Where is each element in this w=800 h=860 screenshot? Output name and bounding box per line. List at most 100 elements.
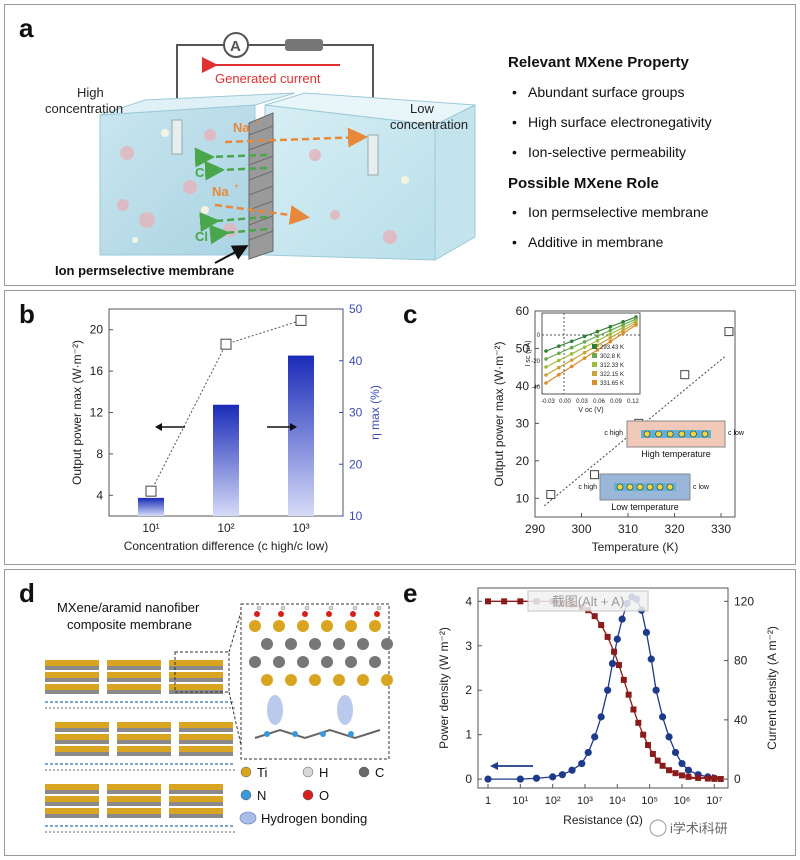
panel-label-e: e	[403, 578, 418, 608]
inset-x-label: V oc (V)	[578, 407, 603, 414]
atom-o	[278, 611, 284, 617]
mxene-layer-c	[55, 752, 109, 756]
inset-x-tick: 0.12	[627, 399, 639, 405]
inset-legend-swatch	[592, 380, 597, 385]
panel-label-c: c	[403, 299, 418, 329]
chart-c: 290 300 310 320 330 10 20 30 40 50 60 Temperature (…	[492, 304, 745, 554]
power-density-point	[658, 713, 667, 721]
atom-o	[302, 611, 308, 617]
inset-y-label: I sc (μA)	[525, 340, 532, 366]
inset-series-point	[557, 344, 561, 348]
power-density-point	[652, 686, 660, 694]
data-point	[680, 370, 690, 380]
power-point	[295, 314, 307, 326]
panel-a-figure: A Generated current	[45, 32, 712, 278]
mxene-layer-c	[55, 728, 109, 732]
mxene-layer-c	[45, 666, 99, 670]
power-density-point	[665, 733, 673, 741]
current-density-point	[615, 662, 622, 669]
inset-x-tick: 0.09	[610, 399, 622, 405]
inset-series-line	[545, 322, 637, 376]
na-arrow-top	[224, 127, 368, 148]
schematic-caption: Low temperature	[611, 502, 679, 512]
y-tick-right: 80	[734, 654, 748, 668]
power-density-point	[604, 686, 612, 694]
composite-title-2: composite membrane	[67, 617, 192, 632]
inset-series-point	[544, 373, 548, 377]
y-tick-right: 40	[349, 354, 363, 368]
y-axis-label-left: Output power max (W·m⁻²)	[70, 340, 84, 485]
bar-efficiency	[213, 404, 239, 516]
panel-label-d: d	[19, 578, 35, 608]
svg-text:•: •	[512, 144, 517, 160]
cl-arrow-bottom	[199, 212, 268, 233]
y-tick-right: 0	[734, 772, 741, 786]
data-point	[590, 470, 600, 480]
y-tick-left: 16	[90, 364, 104, 378]
atom-h	[304, 605, 310, 611]
inset-series-point	[544, 349, 548, 353]
svg-text:+: +	[234, 181, 239, 191]
mxene-layer-c	[107, 690, 161, 694]
generated-current-label: Generated current	[215, 71, 321, 86]
ion-dot	[701, 430, 709, 438]
atom	[357, 674, 369, 686]
y-tick-left: 2	[465, 683, 472, 697]
mxene-layer-c	[169, 790, 223, 794]
inset-series-point	[595, 338, 600, 343]
right-electrode	[367, 134, 379, 176]
x-tick: 290	[525, 522, 545, 536]
power-density-point	[684, 766, 693, 774]
current-density-point	[685, 773, 692, 780]
mxene-layer	[107, 672, 161, 678]
power-density-point	[532, 774, 541, 782]
power-point	[220, 338, 232, 350]
ion-dot	[643, 430, 651, 438]
mxene-layer	[169, 796, 223, 802]
arrow-right-head	[290, 423, 297, 431]
y-tick-left: 4	[465, 594, 472, 608]
atom-n	[320, 731, 326, 737]
atom	[273, 620, 285, 632]
y-tick-left: 20	[90, 323, 104, 337]
current-density-point	[620, 676, 627, 683]
inset-series-point	[557, 351, 561, 356]
power-density-point	[671, 748, 680, 757]
power-density-point	[678, 759, 686, 768]
power-point	[145, 485, 157, 497]
x-axis-label: Temperature (K)	[592, 540, 679, 554]
x-tick: 10⁵	[641, 795, 658, 807]
low-concentration-label-2: concentration	[390, 117, 468, 132]
circuit-wire	[176, 44, 374, 140]
resistor-icon	[285, 39, 323, 51]
atom	[285, 674, 297, 686]
atom-h	[376, 605, 382, 611]
atom	[309, 638, 321, 650]
x-tick: 10³	[577, 795, 593, 807]
mxene-layer	[55, 722, 109, 728]
low-concentration-label-1: Low	[410, 101, 434, 116]
ion-dot	[626, 483, 634, 491]
x-tick: 330	[711, 522, 731, 536]
current-density-point	[649, 750, 656, 757]
legend-label: O	[319, 788, 329, 803]
channel-core	[614, 483, 676, 491]
hbond-ellipse	[337, 695, 353, 725]
left-electrode	[171, 119, 183, 155]
power-density-point	[558, 771, 566, 779]
mxene-layer-c	[45, 690, 99, 694]
x-axis-label: Resistance (Ω)	[563, 813, 643, 827]
bar-efficiency	[288, 355, 314, 516]
zoom-box	[174, 651, 230, 693]
property-item-2: High surface electronegativity	[528, 114, 712, 130]
x-tick: 10⁶	[674, 795, 691, 807]
current-density-point	[604, 633, 611, 640]
ion-dot	[678, 430, 686, 438]
inset-series-point	[569, 364, 574, 369]
atom	[357, 638, 369, 650]
legend-swatch-hbond	[239, 811, 257, 825]
ammeter-icon	[223, 32, 249, 58]
mxene-layer-c	[179, 752, 233, 756]
property-item-1: Abundant surface groups	[528, 84, 684, 100]
inset-series-point	[621, 331, 625, 336]
